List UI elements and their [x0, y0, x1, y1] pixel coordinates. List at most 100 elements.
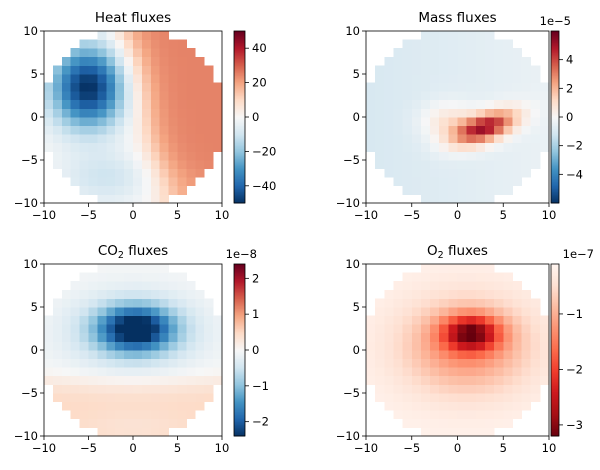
- heatmap-cell: [159, 185, 169, 195]
- heatmap-cell: [384, 298, 394, 308]
- colorbar-segment: [234, 111, 245, 114]
- colorbar-segment: [234, 157, 245, 160]
- colorbar-segment: [551, 370, 559, 372]
- heatmap-cell: [186, 341, 196, 351]
- heatmap-cell: [133, 332, 143, 342]
- heatmap-cell: [503, 358, 513, 368]
- y-tick-label: 10: [23, 24, 38, 38]
- heatmap-cell: [402, 375, 413, 385]
- heatmap-cell: [539, 350, 550, 359]
- y-tick-label: 10: [345, 257, 360, 271]
- heatmap-cell: [448, 341, 458, 351]
- heatmap-cell: [439, 168, 449, 178]
- colorbar-segment: [234, 171, 245, 174]
- heatmap-cell: [402, 134, 413, 144]
- heatmap-cell: [106, 134, 116, 144]
- colorbar-segment: [234, 347, 245, 350]
- colorbar-segment: [551, 147, 559, 150]
- heatmap-cell: [393, 160, 403, 169]
- heatmap-cell: [457, 194, 468, 204]
- heatmap-cell: [79, 315, 89, 325]
- heatmap-cell: [88, 125, 98, 135]
- colorbar-segment: [551, 358, 559, 361]
- colorbar-segment: [234, 315, 245, 318]
- heatmap-cell: [521, 65, 532, 75]
- heatmap-cell: [106, 65, 116, 75]
- colorbar-segment: [551, 165, 559, 168]
- heatmap-cell: [512, 341, 522, 351]
- colorbar-segment: [551, 360, 559, 362]
- heatmap-cell: [420, 410, 431, 420]
- heatmap-cell: [124, 160, 134, 169]
- heatmap-cell: [159, 264, 169, 273]
- heatmap-cell: [439, 427, 449, 437]
- colorbar-segment: [551, 89, 559, 92]
- colorbar-segment: [234, 265, 245, 268]
- heatmap-cell: [115, 264, 125, 273]
- y-tick-label: −10: [336, 429, 360, 443]
- heatmap-cell: [115, 281, 125, 291]
- colorbar-segment: [551, 119, 559, 122]
- heatmap-cell: [177, 99, 187, 109]
- heatmap-cell: [457, 307, 468, 316]
- colorbar-segment: [234, 149, 245, 152]
- heatmap-cell: [106, 393, 116, 402]
- heatmap-cell: [420, 31, 431, 40]
- heatmap-cell: [44, 332, 54, 342]
- heatmap-cell: [97, 177, 107, 187]
- heatmap-cell: [186, 134, 196, 144]
- heatmap-cell: [88, 160, 98, 169]
- colorbar-segment: [234, 56, 245, 59]
- heatmap-cell: [106, 307, 116, 316]
- colorbar-segment: [551, 305, 559, 308]
- heatmap-cell: [150, 332, 161, 342]
- colorbar-segment: [234, 400, 245, 403]
- colorbar-segment: [551, 365, 559, 368]
- colorbar-segment: [234, 167, 245, 170]
- heatmap-cell: [484, 39, 495, 49]
- heatmap-cell: [79, 82, 89, 92]
- heatmap-cell: [150, 82, 161, 92]
- heatmap-cell: [393, 65, 403, 75]
- heatmap-cell: [512, 177, 522, 187]
- heatmap-cell: [141, 151, 152, 161]
- heatmap-cell: [133, 264, 143, 273]
- heatmap-cell: [448, 298, 458, 308]
- colorbar-segment: [551, 291, 559, 294]
- heatmap-cell: [124, 367, 134, 377]
- heatmap-cell: [430, 281, 440, 291]
- colorbar-segment: [234, 147, 245, 150]
- heatmap-cell: [503, 307, 513, 316]
- heatmap-cell: [466, 194, 477, 204]
- heatmap-cell: [539, 315, 550, 325]
- heatmap-cell: [79, 393, 89, 402]
- colorbar-segment: [551, 154, 559, 157]
- heatmap-cell: [186, 56, 196, 66]
- heatmap-cell: [79, 272, 89, 282]
- heatmap-cell: [213, 375, 223, 385]
- colorbar-segment: [234, 74, 245, 76]
- colorbar-segment: [234, 415, 245, 418]
- heatmap-cell: [115, 289, 125, 299]
- heatmap-cell: [503, 375, 513, 385]
- colorbar-segment: [234, 124, 245, 127]
- colorbar-segment: [551, 144, 559, 147]
- colorbar-segment: [234, 351, 245, 354]
- heatmap-cell: [402, 307, 413, 316]
- heatmap-cell: [204, 108, 214, 118]
- heatmap-cell: [393, 134, 403, 144]
- colorbar-segment: [234, 76, 245, 79]
- heatmap-cell: [375, 99, 385, 109]
- heatmap-cell: [106, 358, 116, 368]
- heatmap-cell: [475, 418, 486, 428]
- heatmap-cell: [393, 99, 403, 109]
- heatmap-cell: [475, 91, 486, 101]
- heatmap-cell: [466, 358, 477, 368]
- colorbar-segment: [234, 395, 245, 398]
- colorbar-segment: [551, 160, 559, 162]
- heatmap-cell: [475, 281, 486, 291]
- heatmap-cell: [124, 56, 134, 66]
- heatmap-cell: [159, 194, 169, 204]
- heatmap-cell: [115, 117, 125, 126]
- colorbar-segment: [551, 118, 559, 121]
